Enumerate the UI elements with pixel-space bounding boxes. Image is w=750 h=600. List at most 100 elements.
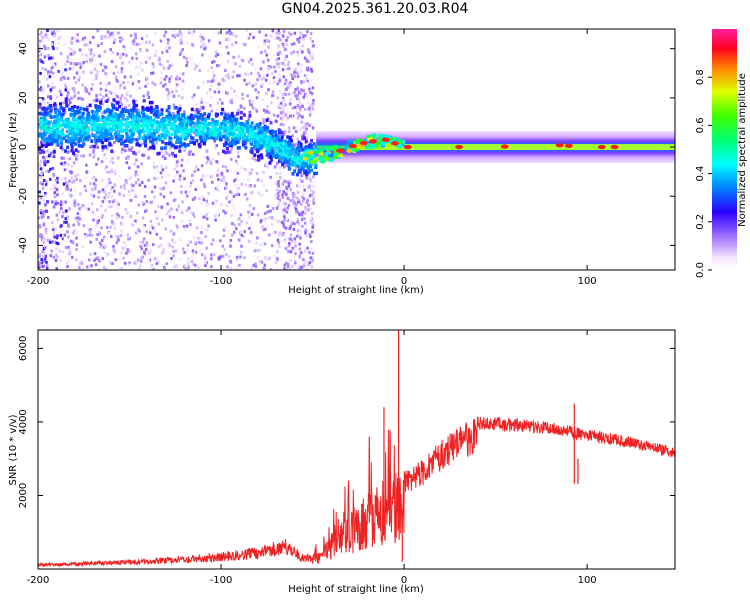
spectrogram-noise-cell: [97, 195, 100, 199]
spectrogram-noise-cell: [118, 36, 122, 40]
spectrogram-noise-cell: [100, 226, 103, 230]
spectrogram-noise-cell: [143, 243, 147, 247]
spectrogram-noise-cell: [123, 186, 126, 190]
spectrogram-noise-cell: [112, 151, 116, 155]
spectrogram-noise-cell: [49, 88, 53, 92]
spectrogram-noise-cell: [104, 88, 108, 92]
spectrogram-noise-cell: [222, 234, 226, 238]
spectrogram-ridge-cell: [234, 137, 238, 141]
spectrogram-noise-cell: [221, 254, 225, 258]
spectrogram-noise-cell: [229, 150, 232, 154]
spectrogram-noise-cell: [221, 244, 225, 248]
spectrogram-ridge-cell: [70, 121, 74, 125]
spectrogram-ridge-cell: [86, 117, 90, 121]
spectrogram-noise-cell: [110, 168, 113, 172]
spectrogram-noise-cell: [292, 126, 296, 130]
spectrogram-noise-cell: [38, 190, 41, 194]
spectrogram-noise-cell: [38, 123, 41, 127]
spectrogram-noise-cell: [38, 255, 41, 259]
spectrogram-noise-cell: [300, 265, 303, 269]
spectrogram-noise-cell: [302, 193, 305, 197]
spectrogram-ridge-cell: [54, 119, 58, 124]
spectrogram-ridge-cell: [278, 129, 282, 133]
spectrogram-noise-cell: [59, 52, 63, 56]
spectrogram-noise-cell: [111, 34, 115, 38]
spectrogram-noise-cell: [56, 29, 59, 33]
spectrogram-ridge-cell: [249, 124, 253, 129]
spectrogram-ridge-cell: [138, 143, 142, 148]
spectrogram-noise-cell: [100, 160, 104, 164]
spectrogram-noise-cell: [279, 176, 282, 179]
spectrogram-ridge-cell: [119, 122, 123, 126]
spectrogram-ridge-cell: [174, 117, 178, 121]
spectrogram-ridge-cell: [47, 106, 51, 110]
spectrogram-ridge-cell: [57, 110, 61, 114]
spectrogram-ridge-cell: [169, 141, 173, 146]
spectrogram-noise-cell: [89, 52, 93, 56]
spectrogram-noise-cell: [128, 193, 131, 197]
spectrogram-noise-cell: [290, 239, 294, 243]
spectrogram-ridge-cell: [246, 138, 250, 142]
spectrogram-noise-cell: [45, 35, 48, 39]
spectrogram-noise-cell: [56, 255, 59, 259]
spectrogram-ridge-cell: [312, 142, 316, 146]
spectrogram-noise-cell: [223, 179, 226, 183]
spectrogram-noise-cell: [311, 225, 314, 229]
spectrogram-noise-cell: [101, 238, 104, 242]
spectrogram-noise-cell: [296, 218, 300, 221]
spectrogram-noise-cell: [43, 75, 47, 79]
spectrogram-noise-cell: [92, 78, 96, 82]
spectrogram-ridge-cell: [270, 151, 274, 155]
spectrogram-ridge-cell: [272, 143, 276, 148]
spectrogram-noise-cell: [248, 172, 251, 176]
spectrogram-noise-cell: [136, 165, 140, 169]
spectrogram-noise-cell: [199, 248, 202, 252]
spectrogram-noise-cell: [159, 192, 162, 196]
spectrogram-noise-cell: [200, 105, 203, 109]
spectrogram-noise-cell: [111, 200, 115, 204]
spectrogram-noise-cell: [178, 174, 182, 178]
spectrogram-noise-cell: [301, 210, 304, 214]
spectrogram-ridge-cell: [42, 137, 46, 141]
spectrogram-noise-cell: [92, 155, 95, 159]
spectrogram-noise-cell: [289, 199, 292, 203]
spectrogram-noise-cell: [44, 68, 47, 72]
spectrogram-ridge-cell: [73, 112, 77, 116]
spectrogram-ridge-cell: [280, 130, 284, 135]
spectrogram-noise-cell: [121, 247, 125, 250]
spectrogram-noise-cell: [106, 181, 110, 185]
spectrogram-noise-cell: [145, 230, 149, 234]
spectrogram-noise-cell: [228, 242, 231, 246]
spectrogram-noise-cell: [49, 90, 53, 94]
spectrogram-noise-cell: [77, 78, 80, 82]
spectrogram-noise-cell: [253, 147, 257, 151]
spectrogram-noise-cell: [44, 135, 47, 139]
spectrogram-noise-cell: [108, 90, 111, 93]
spectrogram-noise-cell: [128, 249, 131, 253]
spectrogram-noise-cell: [292, 74, 295, 78]
spectrogram-ridge-cell: [38, 147, 42, 151]
spectrogram-noise-cell: [225, 196, 228, 200]
spectrogram-ridge-cell: [148, 131, 152, 136]
spectrogram-ridge-cell: [59, 137, 63, 141]
spectrogram-noise-cell: [197, 168, 200, 172]
spectrogram-noise-cell: [51, 221, 54, 224]
spectrogram-noise-cell: [220, 83, 223, 87]
spectrogram-transition-blob: [302, 156, 309, 161]
spectrogram-noise-cell: [78, 266, 81, 269]
spectrogram-ridge-cell: [131, 123, 135, 128]
spectrogram-ridge-cell: [64, 124, 68, 129]
spectrogram-noise-cell: [166, 152, 169, 156]
spectrogram-ridge-cell: [259, 153, 263, 157]
spectrogram-ridge-cell: [121, 141, 125, 145]
spectrogram-ridge-cell: [53, 102, 57, 106]
spectrogram-ridge-cell: [55, 139, 59, 144]
spectrogram-ridge-cell: [116, 117, 120, 122]
spectrogram-noise-cell: [257, 45, 260, 49]
spectrogram-noise-cell: [270, 223, 274, 227]
spectrogram-ridge-cell: [186, 120, 190, 125]
spectrogram-ridge-cell: [95, 131, 99, 135]
spectrogram-noise-cell: [44, 228, 47, 232]
spectrogram-noise-cell: [307, 48, 310, 52]
spectrogram-noise-cell: [163, 77, 166, 81]
